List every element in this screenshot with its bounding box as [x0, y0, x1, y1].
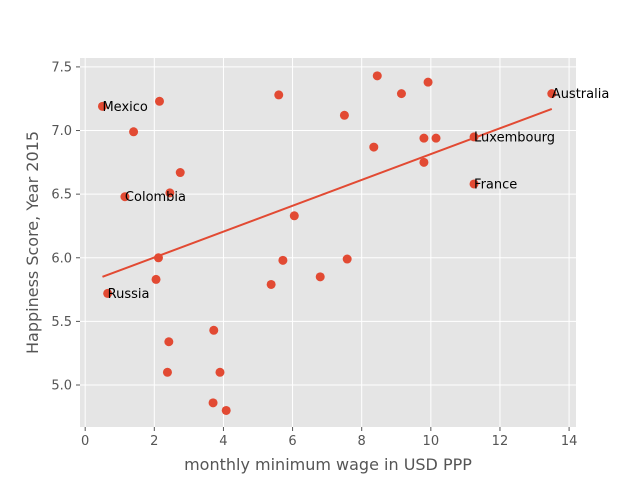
point-annotation: France	[474, 177, 517, 192]
data-point	[274, 90, 284, 100]
y-tick-label: 6.5	[51, 188, 72, 203]
y-tick-label: 6.0	[51, 251, 72, 266]
data-point	[278, 255, 288, 265]
point-annotation: Luxembourg	[474, 130, 555, 145]
data-point	[423, 77, 433, 87]
data-point	[209, 325, 219, 335]
data-point	[221, 405, 231, 415]
x-tick-label: 4	[219, 434, 227, 449]
data-point	[175, 168, 185, 178]
data-point	[154, 96, 164, 106]
plot-background	[80, 58, 576, 427]
data-point	[372, 71, 382, 81]
x-axis-ticks: 0 2 4 6 8 10 12 14	[81, 427, 577, 449]
point-annotation: Russia	[108, 287, 150, 302]
data-point	[419, 133, 429, 143]
data-points	[97, 71, 557, 415]
x-tick-label: 0	[81, 434, 89, 449]
data-point	[469, 179, 479, 189]
data-point	[97, 101, 107, 111]
x-tick-label: 12	[492, 434, 509, 449]
point-annotations: Mexico Russia Colombia Luxembourg France Aust…	[102, 87, 609, 302]
x-tick-label: 6	[288, 434, 296, 449]
y-axis-label: Happiness Score, Year 2015	[23, 131, 42, 354]
x-tick-label: 10	[423, 434, 440, 449]
data-point	[151, 274, 161, 284]
data-point	[547, 89, 557, 99]
data-point	[208, 398, 218, 408]
point-annotation: Australia	[552, 87, 610, 102]
x-tick-label: 14	[561, 434, 578, 449]
x-tick-label: 2	[150, 434, 158, 449]
grid-lines	[80, 58, 576, 427]
data-point	[396, 89, 406, 99]
point-annotation: Mexico	[102, 100, 147, 115]
data-point	[315, 272, 325, 282]
data-point	[153, 253, 163, 263]
data-point	[103, 288, 113, 298]
data-point	[369, 142, 379, 152]
data-point	[266, 279, 276, 289]
data-point	[215, 367, 225, 377]
y-tick-label: 5.0	[51, 379, 72, 394]
data-point	[162, 367, 172, 377]
x-axis-label: monthly minimum wage in USD PPP	[184, 455, 472, 474]
y-tick-label: 7.5	[51, 60, 72, 75]
y-axis-ticks: 5.0 5.5 6.0 6.5 7.0 7.5	[51, 60, 80, 394]
x-tick-label: 8	[358, 434, 366, 449]
point-annotation: Colombia	[125, 190, 186, 205]
data-point	[339, 110, 349, 120]
data-point	[289, 211, 299, 221]
data-point	[165, 188, 175, 198]
data-point	[129, 127, 139, 137]
data-point	[342, 254, 352, 264]
data-point	[469, 132, 479, 142]
y-tick-label: 7.0	[51, 124, 72, 139]
data-point	[164, 337, 174, 347]
data-point	[419, 157, 429, 167]
data-point	[431, 133, 441, 143]
data-point	[120, 192, 130, 202]
y-tick-label: 5.5	[51, 315, 72, 330]
